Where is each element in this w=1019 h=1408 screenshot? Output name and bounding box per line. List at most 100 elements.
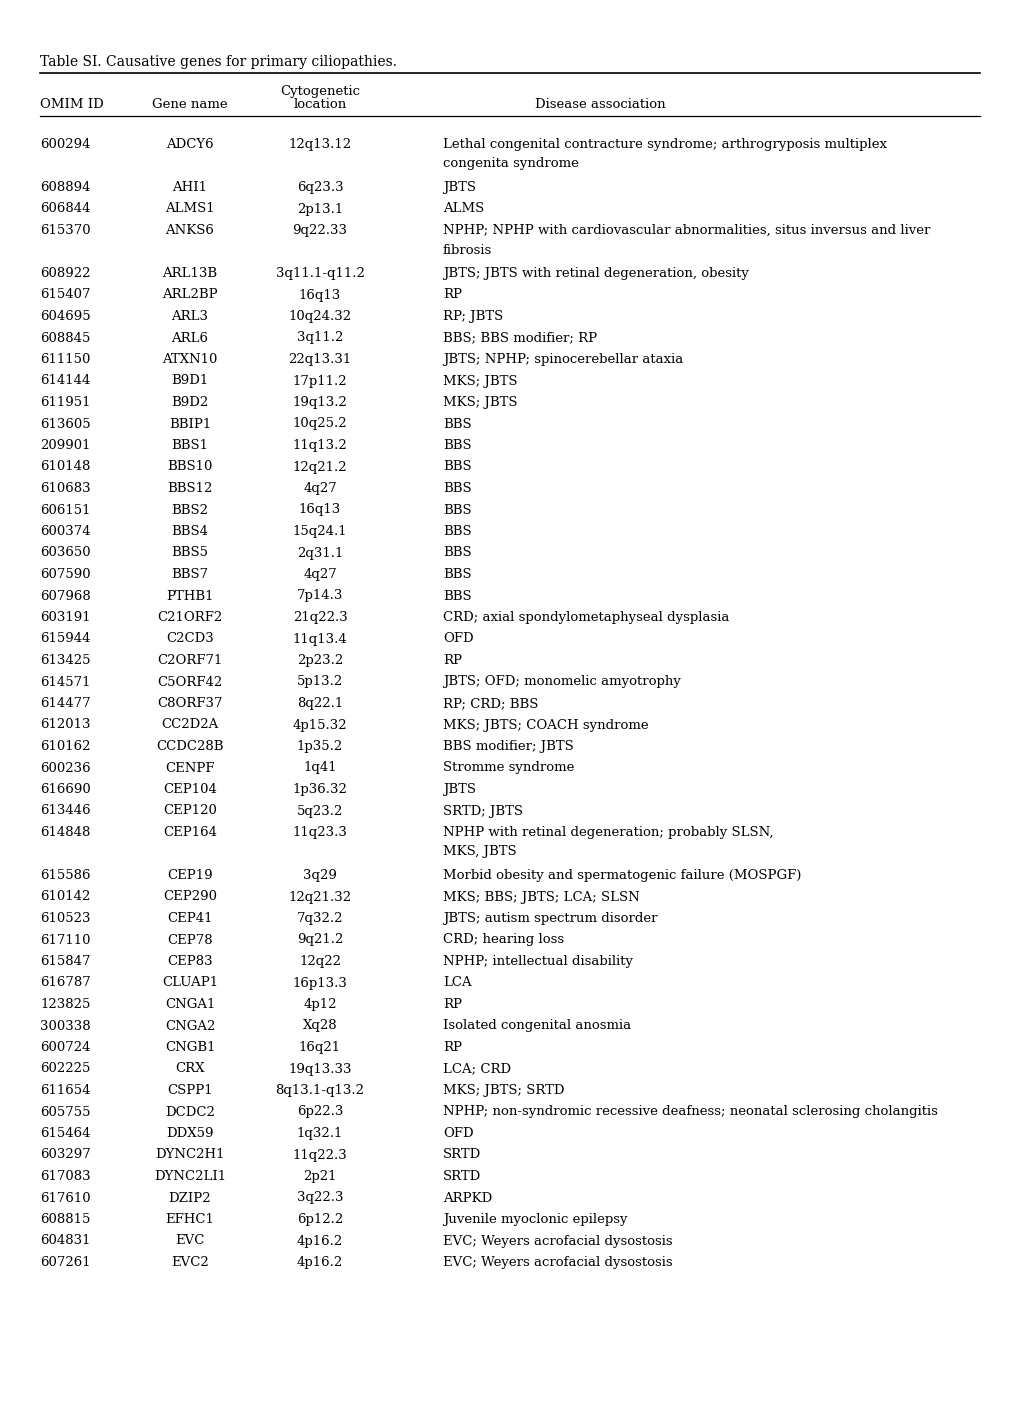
Text: 617610: 617610 [40,1191,91,1204]
Text: 7q32.2: 7q32.2 [297,912,343,925]
Text: OMIM ID: OMIM ID [40,99,104,111]
Text: ARL13B: ARL13B [162,268,217,280]
Text: BBS12: BBS12 [167,482,213,496]
Text: 608845: 608845 [40,331,91,345]
Text: 610162: 610162 [40,741,91,753]
Text: CEP164: CEP164 [163,826,217,839]
Text: NPHP; non-syndromic recessive deafness; neonatal sclerosing cholangitis: NPHP; non-syndromic recessive deafness; … [442,1105,936,1118]
Text: NPHP; intellectual disability: NPHP; intellectual disability [442,955,633,969]
Text: BBS: BBS [442,546,471,559]
Text: Gene name: Gene name [152,99,227,111]
Text: SRTD; JBTS: SRTD; JBTS [442,804,523,818]
Text: RP: RP [442,653,462,667]
Text: MKS; JBTS; COACH syndrome: MKS; JBTS; COACH syndrome [442,718,648,732]
Text: 9q22.33: 9q22.33 [292,224,347,237]
Text: 7p14.3: 7p14.3 [297,590,342,603]
Text: 6p12.2: 6p12.2 [297,1214,342,1226]
Text: 3q11.1-q11.2: 3q11.1-q11.2 [275,268,364,280]
Text: 615944: 615944 [40,632,91,645]
Text: MKS; JBTS: MKS; JBTS [442,396,517,408]
Text: 610683: 610683 [40,482,91,496]
Text: 1p36.32: 1p36.32 [292,783,347,796]
Text: RP; JBTS: RP; JBTS [442,310,502,322]
Text: CEP83: CEP83 [167,955,213,969]
Text: 17p11.2: 17p11.2 [292,375,347,387]
Text: 613605: 613605 [40,418,91,431]
Text: 2p21: 2p21 [303,1170,336,1183]
Text: fibrosis: fibrosis [442,244,492,256]
Text: JBTS; JBTS with retinal degeneration, obesity: JBTS; JBTS with retinal degeneration, ob… [442,268,748,280]
Text: EFHC1: EFHC1 [165,1214,214,1226]
Text: 1q41: 1q41 [303,762,336,774]
Text: 603297: 603297 [40,1149,91,1162]
Text: 11q22.3: 11q22.3 [292,1149,347,1162]
Text: 11q23.3: 11q23.3 [292,826,347,839]
Text: CRD; hearing loss: CRD; hearing loss [442,934,564,946]
Text: EVC; Weyers acrofacial dysostosis: EVC; Weyers acrofacial dysostosis [442,1256,672,1269]
Text: 4p16.2: 4p16.2 [297,1256,342,1269]
Text: 600374: 600374 [40,525,91,538]
Text: 4p16.2: 4p16.2 [297,1235,342,1247]
Text: ARL6: ARL6 [171,331,208,345]
Text: 12q21.32: 12q21.32 [288,890,352,904]
Text: Isolated congenital anosmia: Isolated congenital anosmia [442,1019,631,1032]
Text: 300338: 300338 [40,1019,91,1032]
Text: Juvenile myoclonic epilepsy: Juvenile myoclonic epilepsy [442,1214,627,1226]
Text: CRD; axial spondylometaphyseal dysplasia: CRD; axial spondylometaphyseal dysplasia [442,611,729,624]
Text: 209901: 209901 [40,439,91,452]
Text: 9q21.2: 9q21.2 [297,934,342,946]
Text: C2CD3: C2CD3 [166,632,214,645]
Text: 4p15.32: 4p15.32 [292,718,347,732]
Text: 614144: 614144 [40,375,91,387]
Text: B9D1: B9D1 [171,375,209,387]
Text: 4q27: 4q27 [303,482,336,496]
Text: 5p13.2: 5p13.2 [297,676,342,689]
Text: DYNC2LI1: DYNC2LI1 [154,1170,226,1183]
Text: CEP104: CEP104 [163,783,217,796]
Text: BBS: BBS [442,567,471,582]
Text: JBTS; autism spectrum disorder: JBTS; autism spectrum disorder [442,912,657,925]
Text: 614477: 614477 [40,697,91,710]
Text: 3q11.2: 3q11.2 [297,331,342,345]
Text: DCDC2: DCDC2 [165,1105,215,1118]
Text: LCA: LCA [442,977,471,990]
Text: BBS: BBS [442,590,471,603]
Text: 615586: 615586 [40,869,91,881]
Text: OFD: OFD [442,632,473,645]
Text: MKS; JBTS: MKS; JBTS [442,375,517,387]
Text: NPHP with retinal degeneration; probably SLSN,: NPHP with retinal degeneration; probably… [442,826,772,839]
Text: CEP120: CEP120 [163,804,217,818]
Text: BBS: BBS [442,460,471,473]
Text: 604695: 604695 [40,310,91,322]
Text: 8q13.1-q13.2: 8q13.1-q13.2 [275,1084,364,1097]
Text: 2q31.1: 2q31.1 [297,546,342,559]
Text: 607261: 607261 [40,1256,91,1269]
Text: ANKS6: ANKS6 [165,224,214,237]
Text: 16q21: 16q21 [299,1041,340,1055]
Text: 603191: 603191 [40,611,91,624]
Text: 21q22.3: 21q22.3 [292,611,347,624]
Text: congenita syndrome: congenita syndrome [442,158,579,170]
Text: BBS7: BBS7 [171,567,208,582]
Text: JBTS; NPHP; spinocerebellar ataxia: JBTS; NPHP; spinocerebellar ataxia [442,353,683,366]
Text: C2ORF71: C2ORF71 [157,653,222,667]
Text: BBS10: BBS10 [167,460,213,473]
Text: SRTD: SRTD [442,1170,481,1183]
Text: CENPF: CENPF [165,762,215,774]
Text: CEP41: CEP41 [167,912,213,925]
Text: DYNC2H1: DYNC2H1 [155,1149,224,1162]
Text: ARPKD: ARPKD [442,1191,492,1204]
Text: 3q22.3: 3q22.3 [297,1191,343,1204]
Text: 613446: 613446 [40,804,91,818]
Text: 11q13.2: 11q13.2 [292,439,347,452]
Text: 614571: 614571 [40,676,91,689]
Text: 612013: 612013 [40,718,91,732]
Text: 3q29: 3q29 [303,869,336,881]
Text: 11q13.4: 11q13.4 [292,632,347,645]
Text: 10q25.2: 10q25.2 [292,418,347,431]
Text: 12q21.2: 12q21.2 [292,460,347,473]
Text: BBS1: BBS1 [171,439,208,452]
Text: 4p12: 4p12 [303,998,336,1011]
Text: 4q27: 4q27 [303,567,336,582]
Text: BBS; BBS modifier; RP: BBS; BBS modifier; RP [442,331,596,345]
